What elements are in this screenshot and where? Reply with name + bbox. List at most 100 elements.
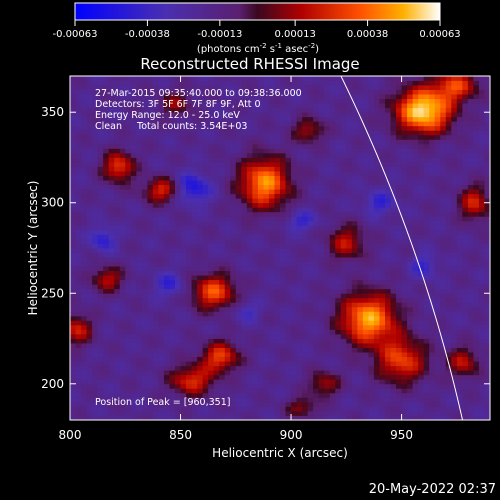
heatmap-cell (268, 266, 275, 272)
heatmap-cell (108, 392, 115, 398)
heatmap-cell (103, 202, 110, 208)
heatmap-cell (329, 397, 336, 403)
heatmap-cell (235, 94, 242, 100)
heatmap-cell (252, 89, 259, 95)
heatmap-cell (401, 334, 408, 339)
heatmap-cell (169, 370, 176, 376)
heatmap-cell (224, 238, 231, 244)
heatmap-cell (108, 248, 115, 253)
heatmap-cell (401, 361, 408, 367)
heatmap-cell (357, 248, 364, 253)
heatmap-cell (407, 329, 414, 335)
heatmap-cell (252, 257, 259, 262)
heatmap-cell (390, 320, 397, 326)
heatmap-cell (412, 306, 419, 312)
heatmap-cell (313, 207, 320, 213)
heatmap-cell (291, 94, 297, 100)
heatmap-cell (136, 162, 143, 167)
heatmap-cell (373, 180, 380, 186)
heatmap-cell (379, 180, 386, 186)
heatmap-cell (169, 302, 176, 308)
heatmap-cell (169, 343, 176, 348)
heatmap-cell (180, 234, 187, 240)
heatmap-cell (197, 343, 204, 348)
heatmap-cell (285, 374, 292, 380)
heatmap-cell (114, 143, 121, 149)
heatmap-cell (324, 248, 331, 253)
heatmap-cell (418, 116, 425, 122)
heatmap-cell (158, 89, 165, 95)
heatmap-cell (136, 229, 143, 235)
heatmap-cell (346, 334, 353, 339)
heatmap-cell (296, 85, 303, 90)
heatmap-cell (114, 261, 121, 267)
heatmap-cell (202, 238, 209, 244)
heatmap-cell (335, 343, 342, 348)
heatmap-cell (208, 397, 215, 403)
heatmap-cell (235, 379, 242, 385)
heatmap-cell (296, 311, 303, 317)
heatmap-cell (86, 98, 93, 104)
heatmap-cell (412, 297, 419, 303)
heatmap-cell (163, 388, 170, 394)
heatmap-cell (296, 397, 303, 403)
heatmap-cell (351, 275, 358, 281)
heatmap-cell (257, 202, 264, 208)
heatmap-cell (75, 275, 82, 281)
heatmap-cell (296, 175, 303, 181)
heatmap-cell (197, 397, 204, 403)
heatmap-cell (70, 311, 76, 317)
heatmap-cell (385, 374, 391, 380)
heatmap-cell (147, 85, 154, 90)
heatmap-cell (169, 297, 176, 303)
heatmap-cell (407, 270, 414, 276)
heatmap-cell (202, 397, 209, 403)
heatmap-cell (97, 347, 104, 353)
heatmap-cell (152, 180, 159, 186)
heatmap-cell (318, 275, 325, 281)
heatmap-cell (407, 80, 414, 86)
heatmap-cell (307, 148, 314, 154)
heatmap-cell (263, 343, 270, 348)
heatmap-cell (175, 198, 181, 204)
heatmap-cell (379, 293, 386, 299)
heatmap-cell (186, 243, 192, 249)
heatmap-cell (274, 401, 281, 407)
heatmap-cell (141, 374, 148, 380)
heatmap-cell (152, 234, 159, 240)
heatmap-cell (186, 116, 192, 122)
heatmap-cell (169, 225, 176, 231)
heatmap-cell (180, 180, 187, 186)
heatmap-cell (318, 370, 325, 376)
heatmap-cell (163, 284, 170, 290)
heatmap-cell (108, 139, 115, 145)
heatmap-cell (407, 116, 414, 122)
heatmap-cell (351, 116, 358, 122)
heatmap-cell (92, 89, 99, 95)
heatmap-cell (152, 320, 159, 326)
heatmap-cell (141, 410, 148, 416)
heatmap-cell (268, 334, 275, 339)
heatmap-cell (346, 225, 353, 231)
heatmap-cell (335, 311, 342, 317)
heatmap-cell (351, 98, 358, 104)
heatmap-cell (125, 361, 132, 367)
heatmap-cell (396, 257, 402, 262)
heatmap-cell (158, 257, 165, 262)
heatmap-cell (97, 211, 104, 217)
heatmap-cell (268, 234, 275, 240)
heatmap-cell (396, 356, 402, 362)
heatmap-cell (280, 130, 286, 136)
heatmap-cell (246, 189, 253, 195)
heatmap-cell (119, 157, 126, 163)
heatmap-cell (423, 279, 430, 285)
heatmap-cell (285, 112, 292, 118)
heatmap-cell (175, 311, 181, 317)
heatmap-cell (191, 252, 198, 258)
heatmap-cell (263, 329, 270, 335)
heatmap-cell (285, 302, 292, 308)
heatmap-cell (274, 94, 281, 100)
heatmap-cell (407, 352, 414, 358)
heatmap-cell (147, 184, 154, 190)
heatmap-cell (158, 207, 165, 213)
